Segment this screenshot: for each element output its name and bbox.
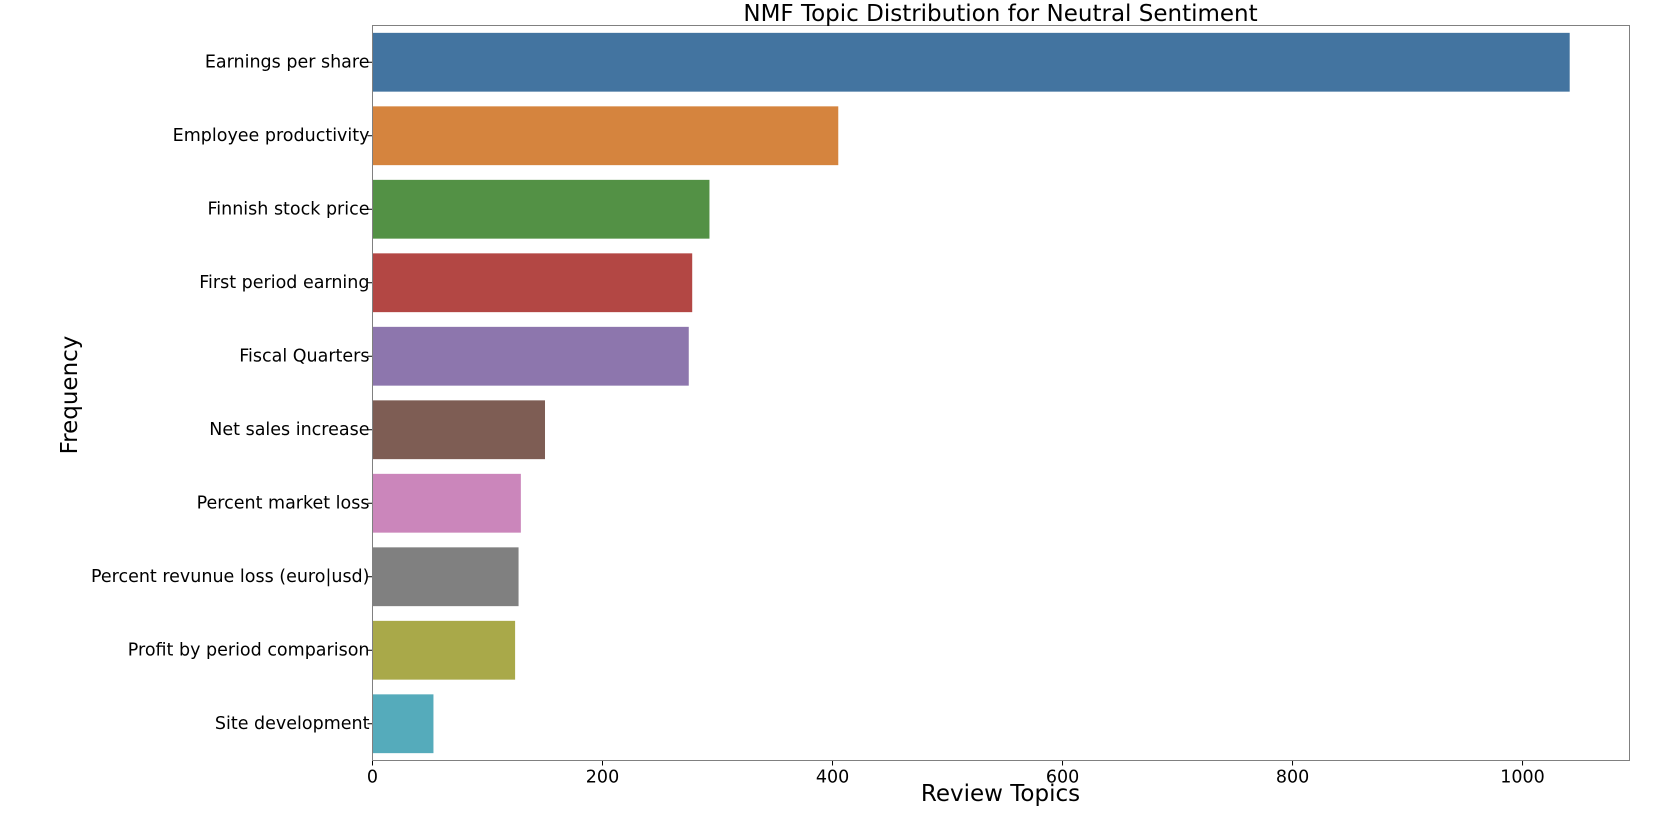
x-tick-label: 800 [1276,768,1309,788]
x-tick-label: 1000 [1500,768,1545,788]
bars [372,32,1570,754]
y-tick-label: Fiscal Quarters [239,346,369,366]
x-axis-ticks: 0 200 400 600 800 1000 [367,760,1545,788]
bar-site-development [372,694,434,754]
y-tick-label: Net sales increase [209,420,369,440]
x-tick-label: 200 [586,768,619,788]
bar-earnings-per-share [372,32,1570,92]
x-tick-label: 600 [1046,768,1079,788]
y-tick-label: Finnish stock price [207,199,369,219]
bar-fiscal-quarters [372,326,689,386]
bar-net-sales-increase [372,400,546,460]
y-tick-label: Site development [215,714,370,734]
plot-frame [372,25,1630,761]
x-axis-label: Review Topics [920,781,1081,807]
bar-first-period-earning [372,253,693,313]
y-tick-label: Percent market loss [197,493,370,513]
y-tick-label: Earnings per share [205,52,370,72]
bar-employee-productivity [372,106,839,166]
y-tick-label: Percent revunue loss (euro|usd) [91,567,370,587]
bar-percent-market-loss [372,473,521,533]
y-tick-label: Profit by period comparison [128,640,370,660]
y-axis-ticks: Earnings per share Employee productivity F… [91,52,373,734]
bar-percent-revunue-loss-euro-usd [372,547,519,607]
x-tick-label: 0 [367,768,378,788]
y-tick-label: First period earning [199,273,369,293]
chart-title: NMF Topic Distribution for Neutral Senti… [743,1,1258,27]
bar-profit-by-period-comparison [372,620,516,680]
y-axis-label: Frequency [57,335,83,455]
bar-finnish-stock-price [372,179,710,239]
y-tick-label: Employee productivity [173,126,370,146]
x-tick-label: 400 [816,768,849,788]
